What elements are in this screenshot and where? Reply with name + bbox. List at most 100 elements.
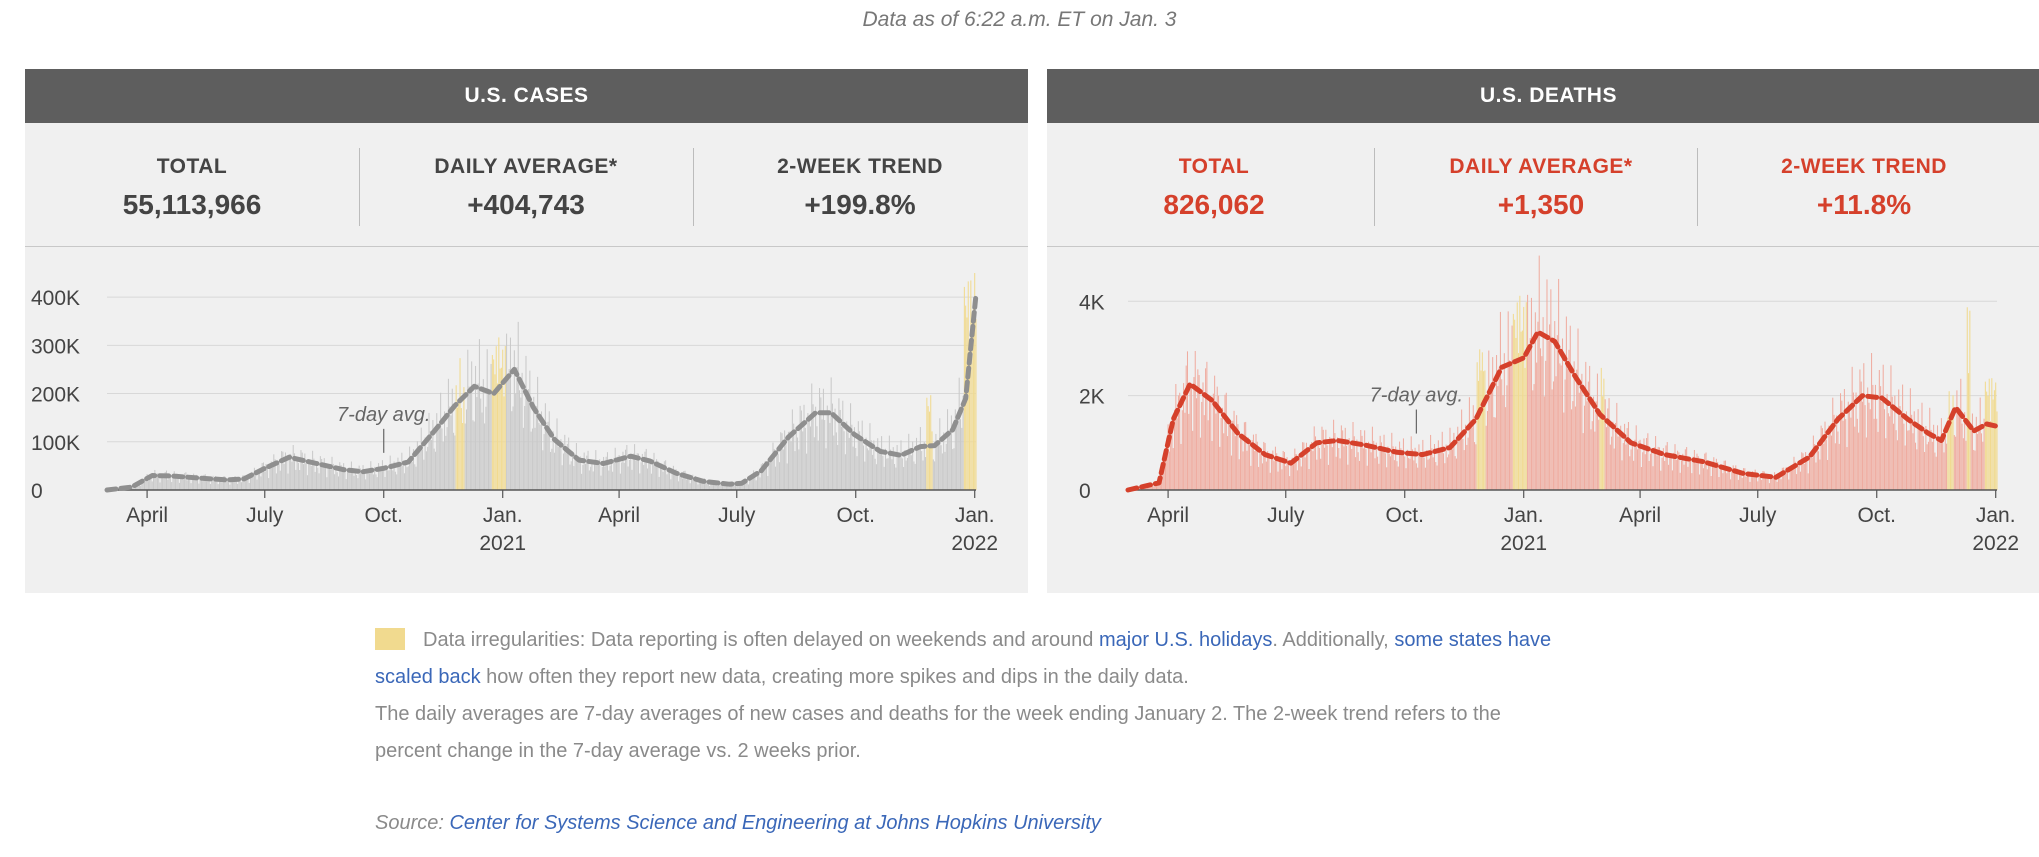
daily-bar <box>1271 453 1273 490</box>
daily-bar <box>1174 409 1176 490</box>
daily-bar <box>600 475 602 490</box>
daily-bar <box>1600 367 1602 490</box>
daily-bar <box>1891 396 1893 490</box>
daily-bar <box>817 440 819 490</box>
daily-bar <box>1715 458 1717 490</box>
daily-bar <box>663 461 665 490</box>
daily-bar <box>856 456 858 490</box>
daily-bar <box>1956 390 1958 490</box>
daily-bar <box>502 349 504 490</box>
daily-bar <box>1393 460 1395 490</box>
daily-bar <box>615 462 618 490</box>
daily-bar <box>282 451 284 490</box>
daily-bar <box>407 466 409 490</box>
daily-bar <box>182 479 184 490</box>
daily-bar <box>1867 387 1869 490</box>
daily-bar <box>896 444 898 490</box>
daily-bar <box>954 409 956 490</box>
daily-bar <box>424 437 426 490</box>
daily-bar <box>1912 433 1914 490</box>
daily-bar <box>269 463 271 490</box>
daily-bar <box>1806 461 1808 490</box>
daily-bar <box>604 466 606 490</box>
daily-bar <box>1868 402 1870 490</box>
daily-bar <box>379 466 381 490</box>
daily-bar <box>1887 413 1889 490</box>
daily-bar <box>768 458 770 490</box>
daily-bar <box>1722 473 1724 490</box>
daily-bar <box>1837 431 1839 490</box>
daily-bar <box>378 463 380 490</box>
daily-bar <box>1552 381 1554 490</box>
daily-bar <box>487 388 489 490</box>
daily-bar <box>1368 441 1370 490</box>
daily-bar <box>1834 443 1836 490</box>
daily-bar <box>1647 433 1649 490</box>
daily-bar <box>1684 449 1686 490</box>
daily-bar <box>597 461 599 490</box>
daily-bar <box>1582 433 1584 490</box>
daily-bar <box>1448 454 1450 490</box>
daily-bar <box>137 482 139 490</box>
daily-bar <box>1818 451 1820 490</box>
daily-bar <box>1993 390 1995 490</box>
daily-bar <box>141 482 143 490</box>
daily-bar <box>1466 444 1468 490</box>
daily-bar <box>286 460 288 490</box>
daily-bar <box>1386 467 1388 490</box>
daily-bar <box>1503 353 1505 490</box>
daily-bar <box>1373 440 1375 490</box>
daily-bar <box>1181 410 1183 490</box>
daily-bar <box>1417 467 1419 490</box>
scaled-back-link[interactable]: some states have <box>1394 629 1552 651</box>
daily-bar <box>247 477 249 490</box>
y-tick-label: 2K <box>1079 386 1105 409</box>
x-tick-label: Jan. <box>955 504 995 527</box>
daily-bar <box>715 481 717 490</box>
daily-bar <box>1278 459 1280 490</box>
daily-bar <box>199 479 201 490</box>
daily-bar <box>341 471 343 490</box>
daily-bar <box>599 459 601 490</box>
daily-bar <box>1360 430 1362 490</box>
daily-bar <box>336 472 338 490</box>
scaled-back-link[interactable]: scaled back <box>375 666 481 688</box>
cases-daily-average-stat: DAILY AVERAGE* +404,743 <box>359 123 693 246</box>
daily-bar <box>539 424 541 490</box>
daily-bar <box>1825 439 1827 490</box>
daily-bar <box>957 414 959 490</box>
daily-bar <box>548 411 550 490</box>
daily-bar <box>608 470 610 490</box>
daily-bar <box>1692 456 1694 490</box>
daily-bar <box>690 476 693 490</box>
holidays-link[interactable]: major U.S. holidays <box>1098 629 1273 651</box>
daily-bar <box>559 445 561 490</box>
daily-bar <box>291 461 293 490</box>
daily-bar <box>652 459 654 490</box>
daily-bar <box>851 424 853 490</box>
daily-bar <box>186 480 188 490</box>
daily-bar <box>410 455 412 490</box>
daily-bar <box>499 368 501 490</box>
daily-bar <box>349 473 351 490</box>
daily-bar <box>1727 467 1729 490</box>
daily-bar <box>702 478 704 490</box>
daily-bar <box>405 460 407 490</box>
daily-bar <box>1767 477 1769 490</box>
y-tick-label: 0 <box>31 480 43 503</box>
daily-bar <box>190 483 192 490</box>
daily-bar <box>1682 453 1684 490</box>
daily-bar <box>1958 410 1961 490</box>
daily-bar <box>1258 466 1260 490</box>
daily-bar <box>1356 439 1358 490</box>
daily-bar <box>1873 418 1875 490</box>
daily-bar <box>1338 448 1340 490</box>
daily-bar <box>1987 395 1989 490</box>
daily-bar <box>1554 321 1556 490</box>
daily-bar <box>566 443 568 490</box>
daily-bar <box>1948 391 1950 490</box>
source-link[interactable]: Center for Systems Science and Engineeri… <box>449 812 1101 834</box>
daily-bar <box>1411 449 1414 490</box>
daily-bar <box>1723 460 1725 490</box>
daily-bar <box>1991 378 1993 490</box>
